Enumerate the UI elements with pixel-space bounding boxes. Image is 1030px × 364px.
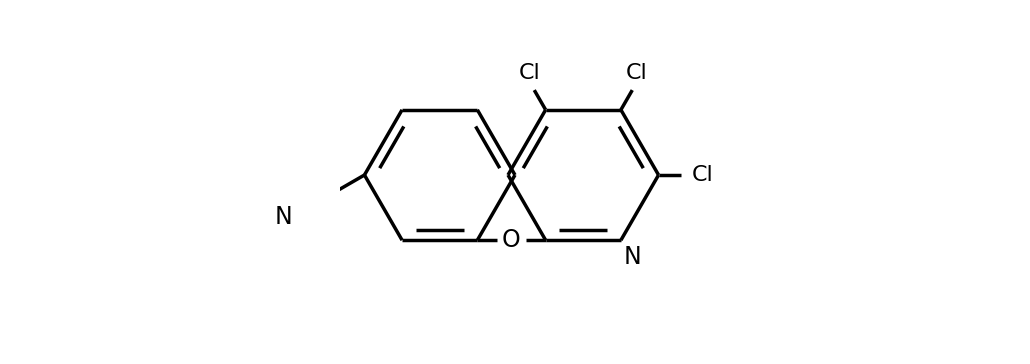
- Text: Cl: Cl: [519, 63, 541, 83]
- Text: Cl: Cl: [626, 63, 648, 83]
- Text: N: N: [274, 205, 293, 229]
- Text: Cl: Cl: [692, 165, 714, 185]
- Text: O: O: [502, 228, 521, 252]
- Text: N: N: [624, 245, 642, 269]
